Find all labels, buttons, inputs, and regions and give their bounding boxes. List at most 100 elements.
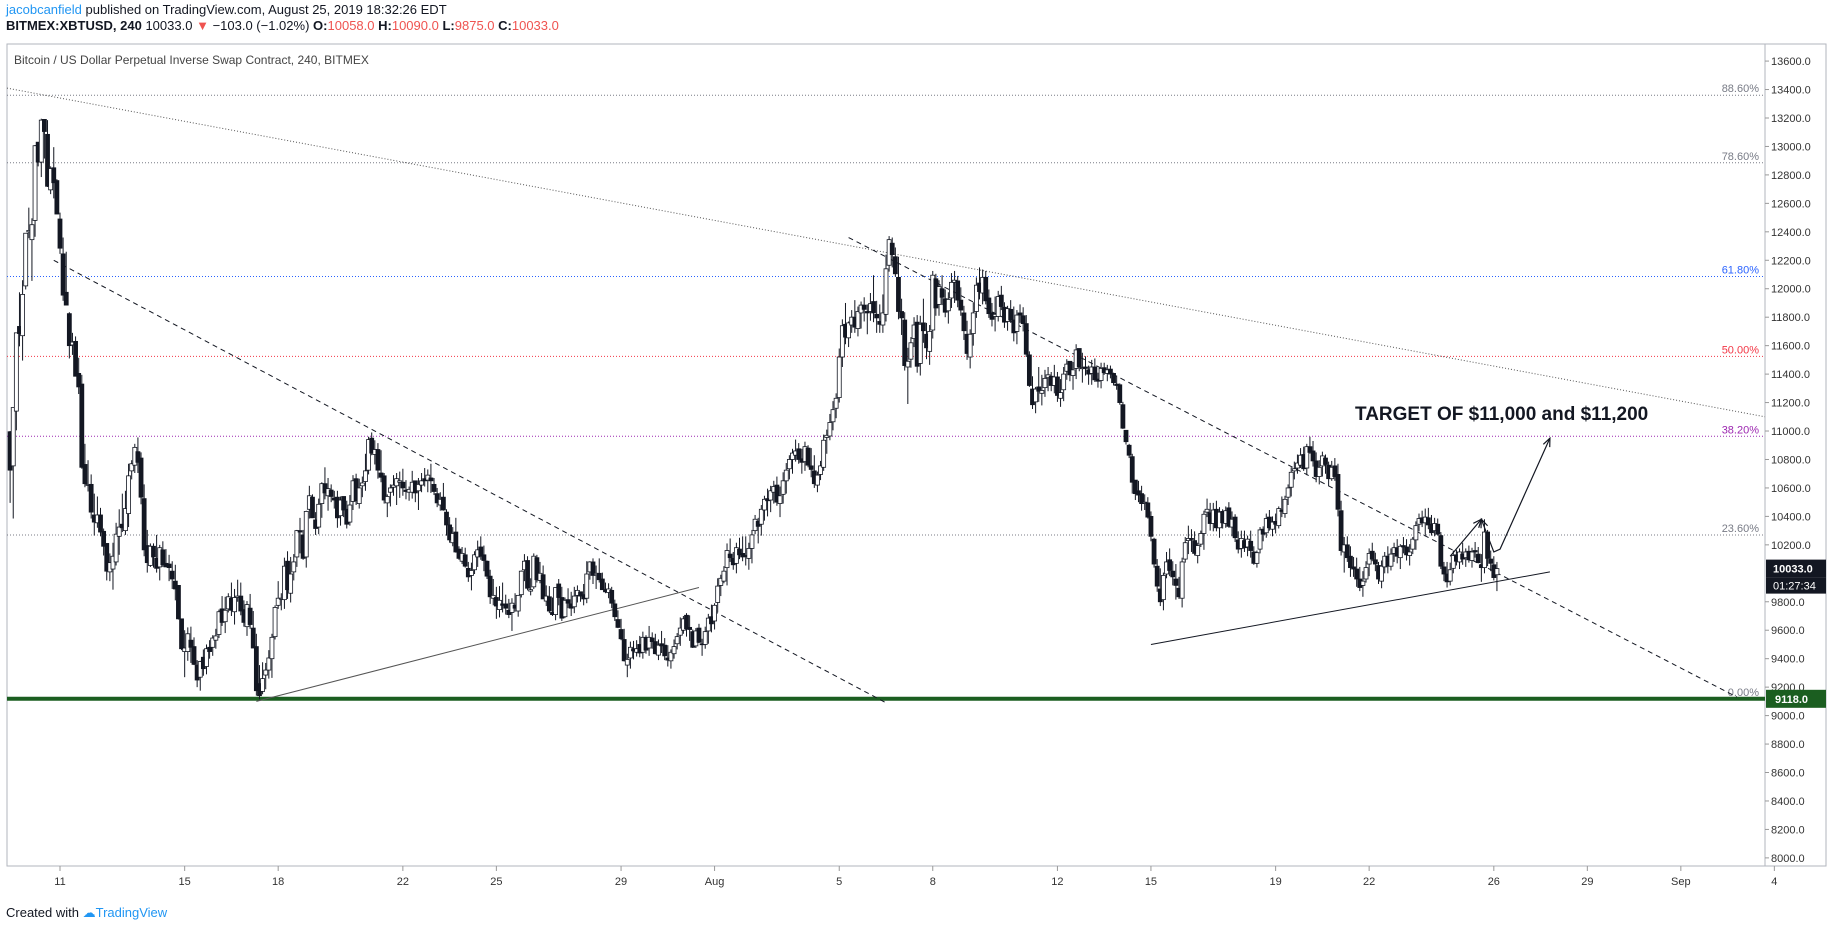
candle-body [135,451,141,463]
candle-body [160,549,166,566]
candle-body [1257,529,1263,550]
candle-body [1195,545,1201,556]
candle-body [1173,578,1179,586]
fib-level-label: 88.60% [1722,83,1760,95]
candle-body [104,543,110,572]
candle-body [1123,429,1129,443]
x-tick-label: 29 [615,876,627,888]
tradingview-logo-icon[interactable]: ☁ [82,905,96,920]
low-value: 9875.0 [454,18,495,33]
publish-line: jacobcanfield published on TradingView.c… [6,2,559,18]
y-tick-label: 10600.0 [1771,483,1811,495]
candle-body [1288,471,1294,488]
candle-body [1058,392,1063,399]
candle-body [431,483,437,492]
x-tick-label: 26 [1488,876,1500,888]
candle-body [609,589,615,604]
candle-body [836,356,842,398]
candle-body [328,489,334,497]
open-value: 10058.0 [327,18,375,33]
trend-line-uptrend-2 [1150,571,1551,645]
candle-body [387,487,393,493]
candle-body [908,342,914,360]
candle-body [272,607,278,638]
candle-body [861,304,867,310]
candle-body [839,325,845,358]
candle-body [998,294,1004,307]
y-tick-label: 11400.0 [1771,369,1810,381]
candle-body [1039,390,1045,394]
candle-body [1204,508,1210,513]
candle-body [1338,510,1344,551]
candle-body [777,495,783,504]
x-tick-label: Aug [705,876,725,888]
candle-body [397,480,403,483]
author-link[interactable]: jacobcanfield [6,2,82,17]
candle-body [749,534,755,549]
candle-body [79,383,85,468]
y-tick-label: 8400.0 [1771,796,1805,808]
candle-body [1254,552,1260,564]
fib-level-label: 38.20% [1722,424,1760,436]
y-tick-label: 8000.0 [1771,853,1805,865]
candle-body [1435,523,1441,535]
candle-body [216,611,222,635]
candle-body [1020,315,1026,324]
candle-body [73,340,78,377]
candle-body [1108,368,1113,375]
candle-body [20,294,25,337]
candle-body [169,570,175,580]
last-price-badge [1766,559,1826,578]
candle-body [141,498,147,551]
candle-body [116,526,122,537]
candle-body [1348,555,1353,569]
candle-body [958,299,964,311]
fib-level-label: 50.00% [1722,344,1760,356]
candle-body [462,554,468,567]
candle-body [1136,490,1141,496]
candle-body [596,572,602,581]
candle-body [1410,538,1416,550]
candle-body [490,594,496,599]
candle-body [939,288,945,298]
candle-body [341,496,347,511]
candle-body [786,459,792,470]
candle-body [668,651,674,662]
candle-body [1270,521,1275,530]
y-tick-label: 9400.0 [1771,654,1805,666]
candle-body [696,627,702,643]
x-tick-label: 29 [1581,876,1593,888]
candle-body [98,514,103,533]
candle-body [378,472,384,478]
x-tick-label: 15 [179,876,191,888]
candle-body [266,657,272,671]
candle-body [291,561,297,573]
x-tick-label: Sep [1671,876,1691,888]
candle-body [780,480,786,495]
candle-body [1335,474,1341,510]
candle-body [247,607,253,625]
candle-body [232,597,237,613]
candle-body [892,256,898,275]
candle-body [1139,493,1144,504]
candle-body [1401,545,1406,548]
candle-body [1033,388,1039,403]
trend-line-uptrend-1 [256,587,700,702]
candle-body [1083,366,1088,369]
candle-body [790,452,795,460]
candle-body [880,312,886,326]
candle-body [10,407,16,467]
candle-body [578,591,583,597]
last-price-badge-label: 10033.0 [1773,564,1813,576]
candle-body [1354,568,1360,580]
candle-body [758,508,764,525]
candle-body [151,545,156,558]
x-tick-label: 8 [930,876,936,888]
candle-body [949,281,954,299]
candle-body [1076,348,1082,368]
candle-body [478,546,484,557]
countdown-badge [1766,577,1826,594]
price-chart[interactable]: Bitcoin / US Dollar Perpetual Inverse Sw… [0,0,1828,900]
tradingview-brand-link[interactable]: TradingView [95,905,168,920]
candle-body [967,333,973,358]
